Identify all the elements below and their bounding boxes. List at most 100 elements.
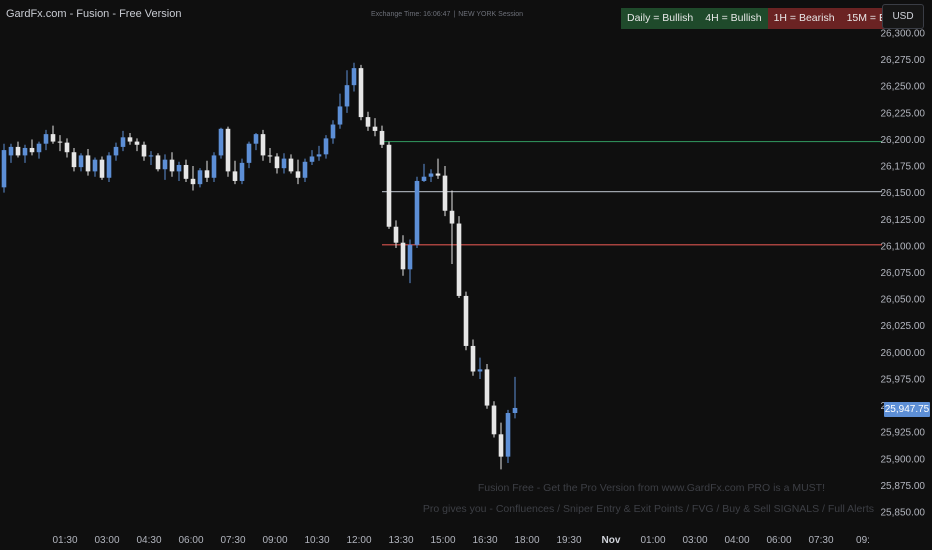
x-tick-label: 16:30 xyxy=(472,535,497,546)
candle-body xyxy=(225,128,231,172)
candle-body xyxy=(393,226,399,243)
x-tick-label: 12:00 xyxy=(346,535,371,546)
candle-body xyxy=(15,146,21,156)
candle-body xyxy=(106,155,112,178)
candle-body xyxy=(372,126,378,131)
x-tick-label: 13:30 xyxy=(388,535,413,546)
candle-body xyxy=(148,155,154,157)
candle-body xyxy=(36,143,42,153)
price-axis: 26,300.00 26,275.00 26,250.00 26,225.00 26,2… xyxy=(881,29,926,519)
candle-body xyxy=(358,68,364,118)
x-tick-label: 01:30 xyxy=(52,535,77,546)
candle-body xyxy=(491,405,497,435)
x-tick-label: 18:00 xyxy=(514,535,539,546)
candle-body xyxy=(134,141,140,145)
y-tick-label: 26,025.00 xyxy=(881,321,926,332)
x-tick-label: 04:00 xyxy=(724,535,749,546)
candle-body xyxy=(169,159,175,172)
watermark-line-2: Pro gives you - Confluences / Sniper Ent… xyxy=(422,503,874,515)
candle-body xyxy=(484,369,490,406)
y-tick-label: 26,225.00 xyxy=(881,108,926,119)
candle-body xyxy=(288,158,294,172)
watermark-line-1: Fusion Free - Get the Pro Version from w… xyxy=(477,482,825,494)
y-tick-label: 26,075.00 xyxy=(881,268,926,279)
y-tick-label: 26,175.00 xyxy=(881,162,926,173)
candle-body xyxy=(456,223,462,296)
y-tick-label: 26,050.00 xyxy=(881,295,926,306)
candle-body xyxy=(92,159,98,172)
x-tick-label: 10:30 xyxy=(304,535,329,546)
candle-body xyxy=(505,413,511,457)
x-tick-label: 09:00 xyxy=(262,535,287,546)
y-tick-label: 26,250.00 xyxy=(881,82,926,93)
candle-body xyxy=(365,117,371,127)
candle-body xyxy=(470,345,476,372)
y-tick-label: 26,275.00 xyxy=(881,55,926,66)
candles-layer xyxy=(1,62,518,470)
bias-1h: 1H = Bearish xyxy=(767,8,841,29)
candle-body xyxy=(1,150,7,188)
candle-body xyxy=(463,295,469,346)
candle-body xyxy=(239,162,245,181)
candle-body xyxy=(218,128,224,156)
candle-body xyxy=(71,152,77,168)
candle-body xyxy=(141,144,147,157)
y-tick-label: 26,150.00 xyxy=(881,188,926,199)
x-tick-label: 03:00 xyxy=(682,535,707,546)
candle-body xyxy=(428,173,434,177)
candle-body xyxy=(302,161,308,178)
candle-body xyxy=(50,134,56,142)
y-tick-label: 25,850.00 xyxy=(881,508,926,519)
chart-title: GardFx.com - Fusion - Free Version xyxy=(6,8,182,20)
candle-body xyxy=(267,155,273,157)
candle-body xyxy=(120,137,126,147)
y-tick-label: 26,000.00 xyxy=(881,348,926,359)
candle-body xyxy=(309,156,315,162)
candle-body xyxy=(512,407,518,414)
candle-body xyxy=(57,141,63,143)
bias-daily: Daily = Bullish xyxy=(621,8,700,29)
x-tick-label: 07:30 xyxy=(808,535,833,546)
y-tick-label: 25,875.00 xyxy=(881,481,926,492)
x-tick-label: 15:00 xyxy=(430,535,455,546)
y-tick-label: 25,925.00 xyxy=(881,428,926,439)
y-tick-label: 26,125.00 xyxy=(881,215,926,226)
candle-body xyxy=(337,106,343,125)
candle-body xyxy=(155,155,161,170)
candle-body xyxy=(162,159,168,170)
session-name: NEW YORK Session xyxy=(458,11,524,18)
x-tick-label: Nov xyxy=(602,535,621,546)
y-tick-label: 25,900.00 xyxy=(881,454,926,465)
x-tick-label: 06:00 xyxy=(766,535,791,546)
y-tick-label: 25,975.00 xyxy=(881,374,926,385)
candle-body xyxy=(204,170,210,178)
y-tick-label: 26,100.00 xyxy=(881,241,926,252)
x-tick-label: 04:30 xyxy=(136,535,161,546)
candle-body xyxy=(316,154,322,157)
candle-body xyxy=(246,143,252,163)
candle-body xyxy=(379,130,385,145)
candle-body xyxy=(253,134,259,144)
candle-body xyxy=(323,138,329,155)
x-tick-label: 01:00 xyxy=(640,535,665,546)
candle-body xyxy=(421,176,427,181)
candle-body xyxy=(43,134,49,144)
candle-body xyxy=(435,173,441,176)
candle-body xyxy=(78,155,84,168)
bias-4h: 4H = Bullish xyxy=(699,8,768,29)
last-price-badge: 25,947.75 xyxy=(884,402,930,417)
x-tick-label: 07:30 xyxy=(220,535,245,546)
candle-body xyxy=(400,242,406,270)
candle-body xyxy=(442,175,448,211)
candle-body xyxy=(22,147,28,156)
candle-body xyxy=(8,146,14,156)
candle-body xyxy=(183,164,189,179)
candle-body xyxy=(477,369,483,372)
candle-body xyxy=(281,158,287,169)
bias-panel: Daily = Bullish 4H = Bullish 1H = Bearis… xyxy=(621,8,921,29)
candle-body xyxy=(113,146,119,156)
currency-button[interactable]: USD xyxy=(882,4,924,29)
candle-body xyxy=(197,170,203,185)
